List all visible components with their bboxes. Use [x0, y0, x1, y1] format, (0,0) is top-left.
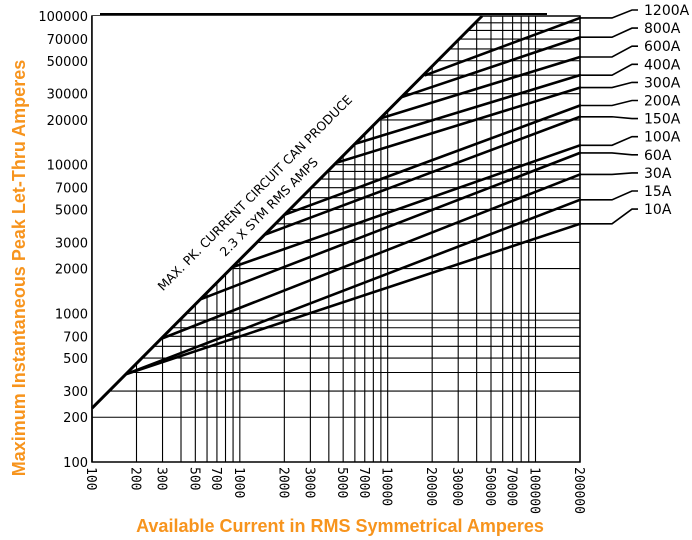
leader-600A [580, 45, 638, 58]
curve-100A [231, 143, 582, 269]
y-tick-label: 30000 [47, 88, 88, 103]
x-tick-label: 7000 [356, 467, 371, 498]
leader-200A [580, 99, 638, 107]
curve-labels: 1200A 800A 600A 400A 300A 200A 150A 100A 60A 30A 1… [644, 3, 690, 218]
x-tick-label: 100 [83, 467, 98, 490]
x-tick-label: 2000 [275, 467, 290, 498]
y-tick-label: 3000 [55, 236, 88, 251]
y-tick-label: 100 [63, 456, 88, 471]
top-band [93, 0, 553, 14]
y-tick-label: 20000 [47, 114, 88, 129]
y-tick-label: 700 [63, 330, 88, 345]
leader-300A [580, 81, 638, 89]
leader-10A [580, 208, 638, 225]
x-tick-label: 300 [154, 467, 169, 490]
curve-label-60A: 60A [644, 148, 672, 164]
x-tick-label: 10000 [379, 467, 394, 506]
boundary-line [90, 14, 484, 462]
x-tick-label: 500 [186, 467, 201, 490]
x-tick-label: 50000 [482, 467, 497, 506]
x-tick-label: 200000 [571, 467, 586, 514]
y-tick-labels: 100000 70000 50000 30000 20000 10000 7000 5000 3… [38, 10, 88, 471]
y-tick-label: 100000 [38, 10, 88, 25]
y-tick-label: 7000 [55, 182, 88, 197]
x-tick-label: 100000 [526, 467, 541, 514]
curve-label-800A: 800A [644, 21, 681, 37]
curves [124, 16, 582, 376]
leader-1200A [580, 9, 638, 19]
x-tick-label: 30000 [449, 467, 464, 506]
x-tick-label: 3000 [301, 467, 316, 498]
curve-label-400A: 400A [644, 57, 681, 73]
leader-400A [580, 63, 638, 76]
curve-label-150A: 150A [644, 112, 681, 128]
curve-label-15A: 15A [644, 184, 672, 200]
curve-label-1200A: 1200A [644, 3, 690, 19]
curve-label-30A: 30A [644, 166, 672, 182]
curve-800A [400, 35, 582, 99]
x-tick-label: 5000 [334, 467, 349, 498]
x-tick-label: 200 [128, 467, 143, 490]
y-tick-label: 70000 [47, 33, 88, 48]
curve-1200A [424, 16, 582, 77]
leader-800A [580, 27, 638, 39]
x-axis-title: Available Current in RMS Symmetrical Amp… [136, 516, 544, 536]
leader-150A [580, 115, 638, 120]
curve-600A [379, 55, 582, 120]
curve-label-100A: 100A [644, 130, 681, 146]
curve-15A [124, 198, 582, 376]
curve-400A [353, 73, 582, 146]
leader-30A [580, 172, 638, 176]
curve-10A [124, 222, 582, 376]
curve-label-10A: 10A [644, 202, 672, 218]
leader-60A [580, 152, 638, 156]
curve-150A [264, 115, 582, 236]
curve-30A [161, 173, 582, 340]
curve-60A [200, 151, 582, 301]
x-tick-label: 700 [208, 467, 223, 490]
y-tick-label: 500 [63, 352, 88, 367]
y-tick-label: 200 [63, 411, 88, 426]
curve-label-600A: 600A [644, 39, 681, 55]
y-tick-label: 5000 [55, 203, 88, 218]
y-tick-label: 10000 [47, 159, 88, 174]
boundary-line-path [90, 14, 484, 410]
curve-leaders [580, 9, 638, 225]
curve-label-300A: 300A [644, 75, 681, 91]
x-tick-label: 70000 [504, 467, 519, 506]
y-tick-label: 1000 [55, 307, 88, 322]
y-tick-label: 50000 [47, 55, 88, 70]
x-tick-labels: 100 200 300 500 700 1000 2000 3000 5000 7000 10000… [83, 467, 586, 514]
x-tick-label: 1000 [231, 467, 246, 498]
curve-200A [283, 104, 582, 217]
leader-15A [580, 190, 638, 201]
curve-label-200A: 200A [644, 94, 681, 110]
curve-300A [335, 86, 582, 165]
leader-100A [580, 135, 638, 147]
x-tick-label: 20000 [423, 467, 438, 506]
y-tick-label: 300 [63, 385, 88, 400]
y-tick-label: 2000 [55, 263, 88, 278]
y-axis-title: Maximum Instantaneous Peak Let-Thru Ampe… [9, 60, 29, 476]
